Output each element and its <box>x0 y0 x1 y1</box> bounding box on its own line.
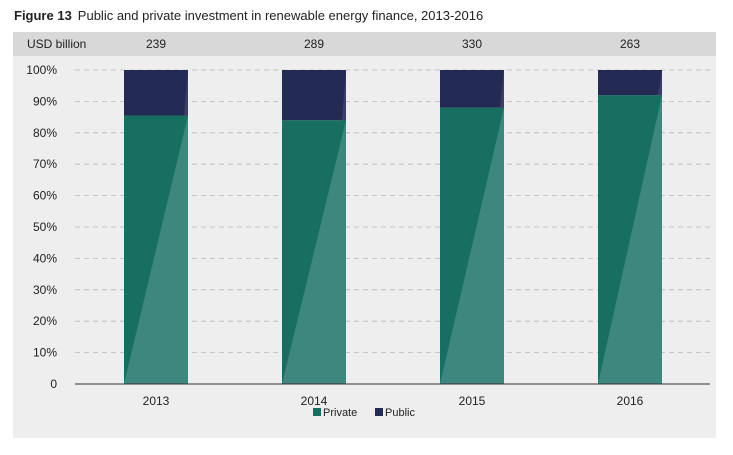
y-tick-label-20: 20% <box>33 314 57 328</box>
bar-private-highlight-2015 <box>440 107 504 385</box>
total-label-2014: 289 <box>304 37 324 51</box>
bar-public-2015 <box>440 70 504 108</box>
legend-swatch-public <box>375 408 383 416</box>
x-tick-label-2013: 2013 <box>143 394 170 408</box>
x-tick-label-2015: 2015 <box>459 394 486 408</box>
x-tick-label-2014: 2014 <box>301 394 328 408</box>
y-tick-label-10: 10% <box>33 346 57 360</box>
total-label-2013: 239 <box>146 37 166 51</box>
bar-public-2016 <box>598 70 662 96</box>
x-tick-label-2016: 2016 <box>617 394 644 408</box>
y-tick-label-0: 0 <box>50 377 57 391</box>
y-tick-label-90: 90% <box>33 94 57 108</box>
bar-public-highlight-2013 <box>184 70 188 116</box>
bar-private-highlight-2013 <box>124 115 188 384</box>
legend-label-public: Public <box>385 407 415 419</box>
y-tick-label-50: 50% <box>33 220 57 234</box>
y-tick-label-70: 70% <box>33 157 57 171</box>
bar-private-highlight-2014 <box>282 120 346 385</box>
figure-number: Figure 13 <box>14 8 72 23</box>
totals-header-band <box>13 32 716 56</box>
chart-panel: USD billion 239 289 330 263 0 10% 20% 30% 40% 50% 6… <box>13 32 716 438</box>
y-tick-label-100: 100% <box>26 63 57 77</box>
totals-label: USD billion <box>27 37 86 51</box>
legend-label-private: Private <box>323 407 357 419</box>
legend-swatch-private <box>313 408 321 416</box>
y-tick-label-40: 40% <box>33 251 57 265</box>
y-tick-label-80: 80% <box>33 126 57 140</box>
total-label-2016: 263 <box>620 37 640 51</box>
total-label-2015: 330 <box>462 37 482 51</box>
figure-title-text: Public and private investment in renewab… <box>77 8 484 23</box>
y-tick-label-60: 60% <box>33 189 57 203</box>
stacked-bar-chart: USD billion 239 289 330 263 0 10% 20% 30% 40% 50% 6… <box>26 37 710 419</box>
y-tick-label-30: 30% <box>33 283 57 297</box>
bar-private-highlight-2016 <box>598 95 662 384</box>
bar-public-2014 <box>282 70 346 121</box>
figure-title: Figure 13 Public and private investment i… <box>14 8 483 23</box>
bar-public-highlight-2016 <box>658 70 662 96</box>
bar-public-2013 <box>124 70 188 116</box>
